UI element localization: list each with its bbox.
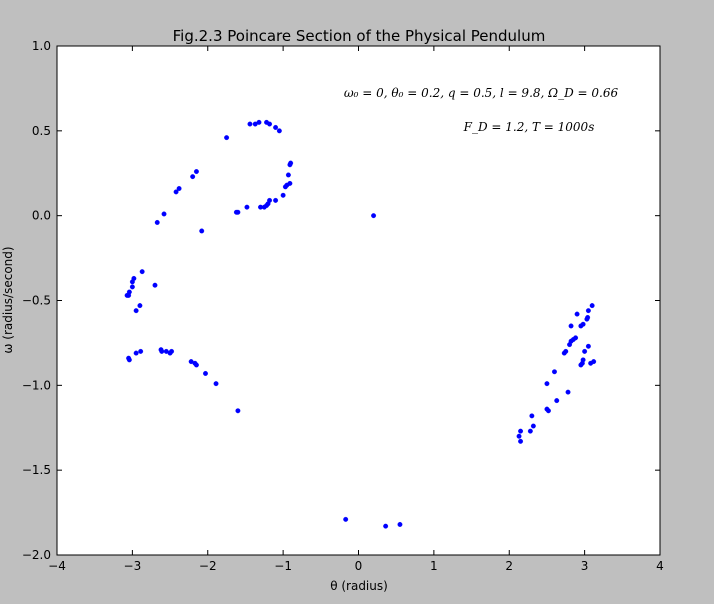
data-point	[529, 413, 535, 419]
y-tick-label: −1.0	[22, 378, 51, 392]
y-tick-label: −1.5	[22, 463, 51, 477]
data-point	[397, 522, 403, 527]
data-points	[124, 119, 597, 529]
y-tick-label: −0.5	[22, 294, 51, 308]
x-tick-label: −4	[48, 559, 66, 573]
y-axis-label: ω (radius/second)	[1, 246, 15, 353]
data-point	[518, 428, 524, 434]
annotation-parameters: ω₀ = 0, θ₀ = 0.2, q = 0.5, l = 9.8, Ω_D …	[344, 86, 619, 100]
data-point	[133, 350, 139, 356]
data-point	[561, 350, 567, 356]
axes-background	[57, 46, 660, 555]
x-tick-label: 1	[430, 559, 438, 573]
data-point	[137, 303, 143, 309]
data-point	[224, 135, 230, 141]
data-point	[280, 192, 286, 198]
data-point	[167, 350, 173, 356]
x-tick-label: 4	[656, 559, 664, 573]
data-point	[567, 342, 572, 348]
data-point	[152, 282, 158, 288]
data-point	[530, 423, 536, 429]
data-point	[285, 172, 291, 178]
data-point	[258, 204, 263, 210]
data-point	[133, 308, 139, 314]
data-point	[527, 428, 533, 434]
data-point	[584, 316, 590, 322]
data-point	[176, 186, 182, 191]
data-point	[124, 292, 130, 298]
data-point	[276, 128, 282, 134]
axis-ticks: −4 −3 −2 −1 0 1 2 3 4 1.0 0.5 0.0 −0.5 −1.0 −1.5 −2.0	[22, 39, 664, 573]
y-tick-label: 0.0	[32, 209, 51, 223]
data-point	[568, 323, 574, 329]
data-point	[545, 408, 551, 414]
data-point	[138, 348, 144, 354]
data-point	[585, 343, 591, 349]
data-point	[213, 381, 219, 387]
data-point	[282, 184, 288, 190]
data-point	[565, 389, 571, 395]
data-point	[585, 308, 591, 314]
data-point	[161, 211, 167, 217]
data-point	[235, 408, 241, 414]
data-point	[574, 311, 580, 317]
data-point	[159, 348, 165, 354]
data-point	[139, 269, 145, 275]
x-axis-label: θ (radius)	[330, 579, 388, 593]
data-point	[126, 357, 132, 363]
data-point	[273, 197, 279, 203]
data-point	[589, 303, 595, 309]
y-tick-label: 0.5	[32, 124, 51, 138]
data-point	[371, 213, 377, 219]
data-point	[235, 209, 241, 215]
data-point	[287, 162, 293, 168]
data-point	[578, 362, 584, 368]
data-point	[588, 360, 594, 366]
x-tick-label: 0	[355, 559, 363, 573]
x-tick-label: −2	[199, 559, 217, 573]
data-point	[343, 516, 349, 522]
x-tick-label: −3	[124, 559, 142, 573]
data-point	[273, 124, 279, 130]
x-tick-label: 3	[581, 559, 589, 573]
data-point	[578, 323, 584, 329]
data-point	[129, 279, 135, 285]
data-point	[256, 119, 262, 125]
data-point	[554, 398, 560, 404]
data-point	[193, 362, 199, 368]
data-point	[154, 219, 160, 225]
data-point	[129, 284, 135, 290]
annotation-drive: F_D = 1.2, T = 1000s	[463, 120, 595, 134]
data-point	[516, 433, 522, 439]
data-point	[244, 204, 250, 210]
plot-area: −4 −3 −2 −1 0 1 2 3 4 1.0 0.5 0.0 −0.5 −1.0 −1.5 −2.0	[22, 39, 664, 573]
x-tick-label: −1	[274, 559, 292, 573]
data-point	[582, 348, 588, 354]
data-point	[190, 174, 196, 180]
data-point	[383, 523, 389, 529]
chart-title: Fig.2.3 Poincare Section of the Physical…	[173, 27, 546, 45]
data-point	[203, 371, 208, 376]
data-point	[247, 121, 253, 127]
data-point	[199, 228, 205, 234]
data-point	[552, 369, 557, 375]
y-tick-label: 1.0	[32, 39, 51, 53]
data-point	[518, 438, 524, 444]
data-point	[544, 381, 550, 387]
data-point	[267, 121, 273, 127]
y-tick-label: −2.0	[22, 548, 51, 562]
data-point	[173, 189, 179, 195]
x-tick-label: 2	[505, 559, 513, 573]
data-point	[193, 169, 199, 174]
